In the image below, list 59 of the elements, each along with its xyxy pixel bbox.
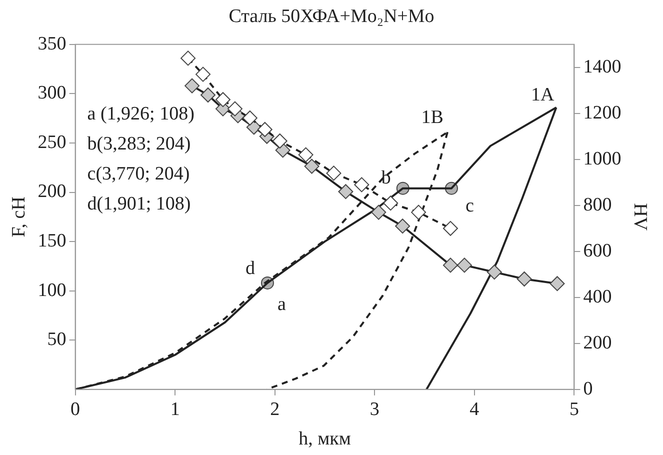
y-tick-label: 50 bbox=[47, 329, 66, 350]
point bbox=[371, 204, 386, 220]
y2-tick-label: 400 bbox=[583, 286, 612, 308]
point bbox=[456, 258, 472, 273]
point bbox=[486, 264, 502, 280]
y2-tick-label: 200 bbox=[583, 332, 612, 354]
y2-tick-label: 800 bbox=[583, 194, 612, 216]
point bbox=[257, 122, 272, 137]
y2-tick-label: 1200 bbox=[583, 102, 622, 124]
y-tick-label: 250 bbox=[38, 132, 66, 153]
annotation: c(3,770; 204) bbox=[87, 163, 190, 184]
point bbox=[442, 220, 458, 236]
x-tick-label: 4 bbox=[470, 398, 480, 420]
y2-axis-title: HV bbox=[630, 203, 651, 231]
x-tick-label: 0 bbox=[70, 398, 80, 420]
chart-title: Сталь 50ХФА+Mo₂N+Mo bbox=[228, 6, 436, 28]
point bbox=[516, 272, 532, 286]
point bbox=[215, 92, 230, 108]
point bbox=[184, 78, 200, 94]
point bbox=[227, 101, 242, 116]
annotation: b(3,283; 204) bbox=[87, 133, 191, 154]
point bbox=[442, 258, 458, 273]
x-tick-label: 3 bbox=[370, 398, 380, 420]
point bbox=[196, 66, 211, 82]
y-tick-label: 150 bbox=[38, 230, 66, 252]
x-tick-label: 2 bbox=[270, 398, 280, 420]
point bbox=[338, 184, 354, 200]
annotation: a (1,926; 108) bbox=[87, 103, 194, 124]
y-tick-label: 100 bbox=[38, 280, 66, 301]
y-tick-label: 200 bbox=[38, 181, 66, 202]
annotation: d bbox=[245, 258, 256, 279]
y-tick-label: 300 bbox=[38, 82, 66, 104]
point bbox=[395, 218, 410, 234]
y2-tick-label: 600 bbox=[583, 240, 612, 262]
point bbox=[200, 88, 216, 102]
point bbox=[411, 204, 426, 220]
point bbox=[298, 147, 314, 162]
annotation: a bbox=[277, 294, 286, 315]
point bbox=[383, 196, 398, 211]
point bbox=[550, 276, 565, 292]
y-axis-title: F, сН bbox=[8, 196, 30, 238]
point bbox=[326, 166, 342, 181]
y-tick-label: 350 bbox=[38, 33, 66, 54]
annotation: b bbox=[381, 167, 391, 188]
point bbox=[354, 177, 370, 192]
y2-tick-label: 1400 bbox=[583, 56, 622, 78]
point bbox=[304, 158, 320, 174]
annotation: 1B bbox=[421, 107, 444, 128]
y2-tick-label: 0 bbox=[583, 378, 593, 400]
annotation: c bbox=[465, 195, 474, 216]
point bbox=[180, 50, 196, 66]
point bbox=[242, 110, 258, 126]
x-tick-label: 1 bbox=[170, 398, 180, 420]
y2-tick-label: 1000 bbox=[583, 148, 622, 170]
x-tick-label: 5 bbox=[569, 398, 579, 420]
annotation: d(1,901; 108) bbox=[87, 193, 191, 214]
point bbox=[272, 134, 288, 148]
x-axis-title: h, мкм bbox=[298, 428, 351, 450]
annotation: 1A bbox=[531, 84, 555, 106]
